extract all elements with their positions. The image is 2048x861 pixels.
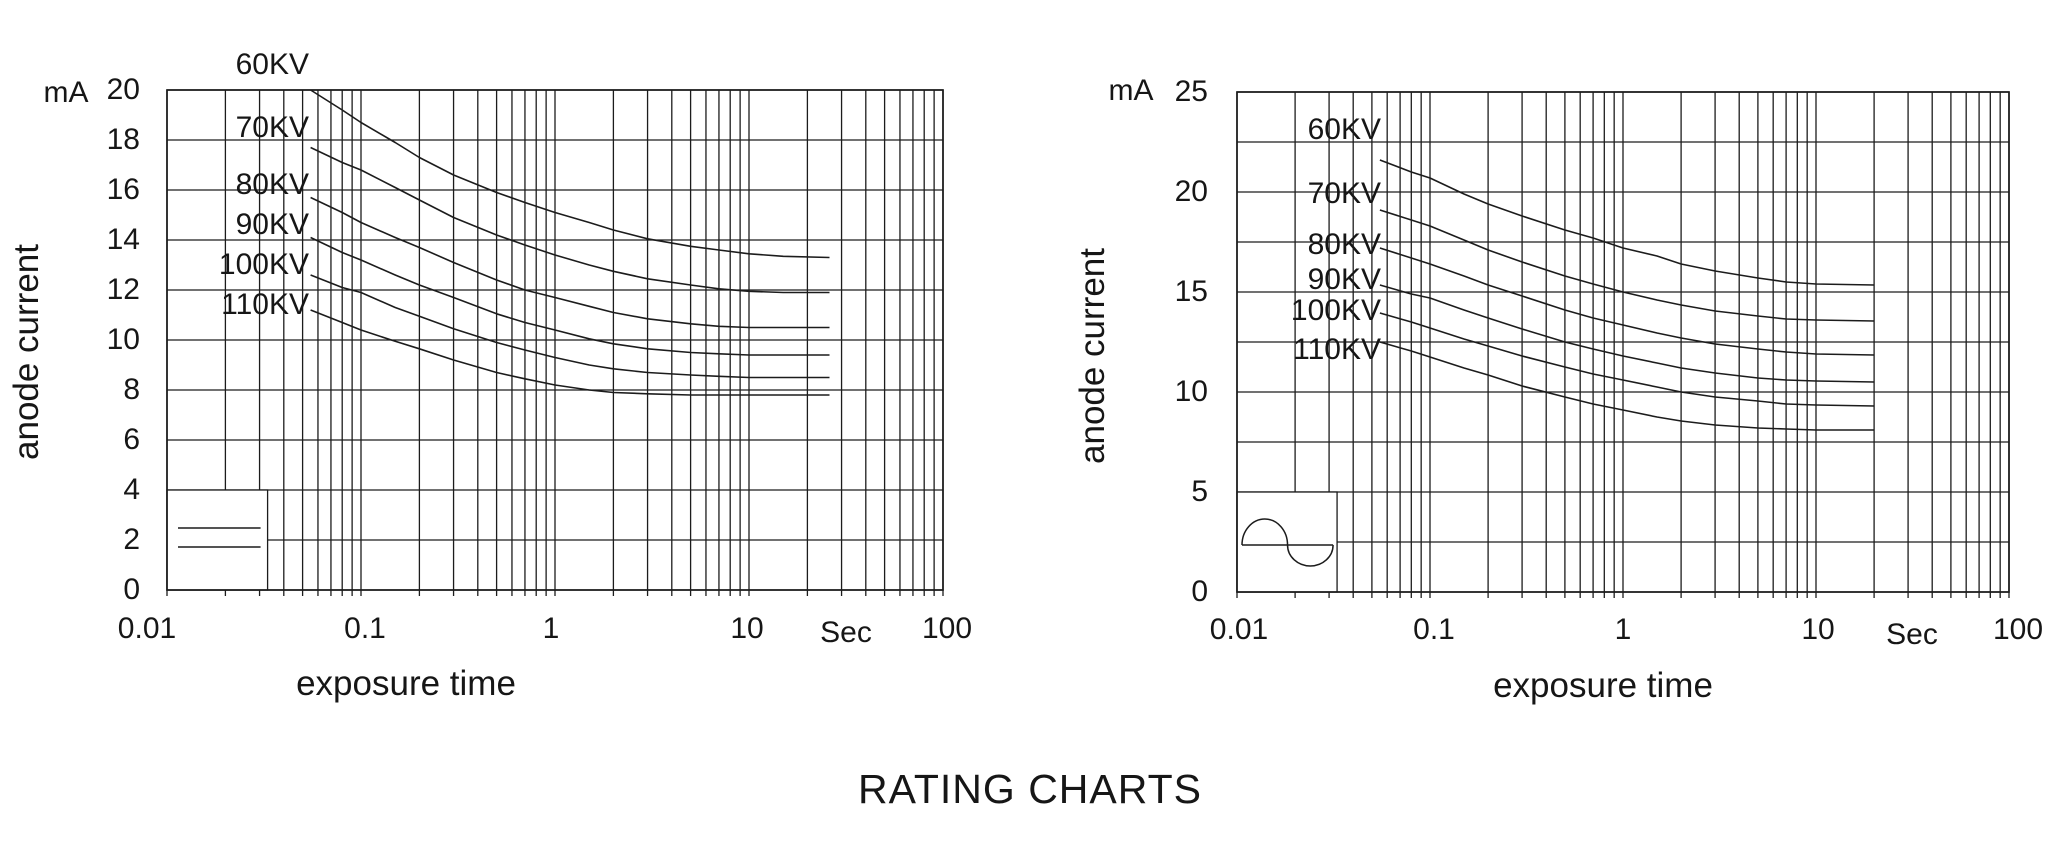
y-tick-label-constant-potential-12: 12 xyxy=(106,273,140,306)
y-tick-label-ac-sine-20: 20 xyxy=(1174,175,1208,208)
y-tick-label-constant-potential-6: 6 xyxy=(123,423,140,456)
curve-label-ac-sine-110kv: 110KV xyxy=(1293,333,1381,366)
curve-label-ac-sine-80kv: 80KV xyxy=(1307,228,1381,261)
y-tick-label-constant-potential-10: 10 xyxy=(106,323,140,356)
curve-label-constant-potential-70kv: 70KV xyxy=(235,110,309,144)
right-x-axis-title: exposure time xyxy=(1493,666,1713,705)
y-tick-label-ac-sine-5: 5 xyxy=(1191,475,1208,508)
chart-ac-sine xyxy=(1236,91,2010,598)
plot-border xyxy=(1236,91,2010,593)
curve-label-constant-potential-60kv: 60KV xyxy=(235,48,309,81)
curve-100kv xyxy=(1379,312,1875,407)
curve-label-ac-sine-100kv: 100KV xyxy=(1290,294,1381,327)
y-tick-label-constant-potential-18: 18 xyxy=(106,123,140,156)
plot-border xyxy=(166,89,944,591)
curve-70kv xyxy=(310,146,830,294)
sine-wave-icon xyxy=(1241,518,1334,567)
left-y-axis-title: anode current xyxy=(7,244,46,460)
left-x-axis-title: exposure time xyxy=(296,664,516,703)
curve-label-constant-potential-90kv: 90KV xyxy=(235,208,309,241)
curve-100kv xyxy=(310,274,830,379)
right-y-axis-title: anode current xyxy=(1073,248,1112,464)
x-tick-label-ac-sine-10: 10 xyxy=(1801,613,1835,646)
right-y-unit-label: mA xyxy=(1108,74,1154,107)
y-tick-label-constant-potential-8: 8 xyxy=(123,373,140,406)
x-tick-label-constant-potential-0.1: 0.1 xyxy=(344,612,386,645)
y-tick-label-constant-potential-2: 2 xyxy=(123,523,140,556)
dc-waveform-icon xyxy=(178,527,261,548)
x-tick-label-constant-potential-100: 100 xyxy=(921,612,973,645)
curve-80kv xyxy=(1379,247,1875,356)
y-tick-label-ac-sine-25: 25 xyxy=(1174,75,1208,108)
right-x-unit-label: Sec xyxy=(1886,618,1938,651)
curve-60kv xyxy=(1379,159,1875,286)
y-tick-label-constant-potential-4: 4 xyxy=(123,473,140,506)
curve-label-ac-sine-60kv: 60KV xyxy=(1307,113,1381,146)
x-tick-label-ac-sine-100: 100 xyxy=(1992,613,2044,646)
left-y-unit-label: mA xyxy=(43,76,89,109)
x-tick-label-constant-potential-0.01: 0.01 xyxy=(117,612,177,645)
curve-label-ac-sine-90kv: 90KV xyxy=(1307,263,1381,296)
x-tick-label-constant-potential-1: 1 xyxy=(542,612,560,645)
grid-constant-potential xyxy=(166,89,944,596)
curve-80kv xyxy=(310,196,830,329)
y-tick-label-constant-potential-16: 16 xyxy=(106,173,140,206)
curve-label-ac-sine-70kv: 70KV xyxy=(1307,177,1381,210)
y-tick-label-constant-potential-20: 20 xyxy=(106,73,140,106)
x-tick-label-ac-sine-0.01: 0.01 xyxy=(1209,613,1269,646)
x-tick-label-constant-potential-10: 10 xyxy=(730,612,764,645)
curve-60kv xyxy=(310,89,830,259)
y-tick-label-constant-potential-0: 0 xyxy=(123,573,140,606)
curve-110kv xyxy=(310,309,830,396)
y-tick-label-ac-sine-10: 10 xyxy=(1174,375,1208,408)
curve-70kv xyxy=(1379,209,1875,322)
chart-constant-potential xyxy=(166,89,944,596)
y-tick-label-constant-potential-14: 14 xyxy=(106,223,140,256)
curve-90kv xyxy=(1379,284,1875,383)
x-tick-label-ac-sine-0.1: 0.1 xyxy=(1413,613,1455,646)
x-tick-label-ac-sine-1: 1 xyxy=(1614,613,1632,646)
figure-title: RATING CHARTS xyxy=(857,766,1203,812)
curve-label-constant-potential-80kv: 80KV xyxy=(235,168,309,201)
curve-label-constant-potential-110kv: 110KV xyxy=(221,288,309,321)
curve-90kv xyxy=(310,236,830,356)
waveform-legend-box xyxy=(166,489,269,591)
left-x-unit-label: Sec xyxy=(820,616,872,649)
curve-label-constant-potential-100kv: 100KV xyxy=(218,248,309,281)
y-tick-label-ac-sine-0: 0 xyxy=(1191,575,1208,608)
y-tick-label-ac-sine-15: 15 xyxy=(1174,275,1208,308)
curve-110kv xyxy=(1379,341,1875,431)
